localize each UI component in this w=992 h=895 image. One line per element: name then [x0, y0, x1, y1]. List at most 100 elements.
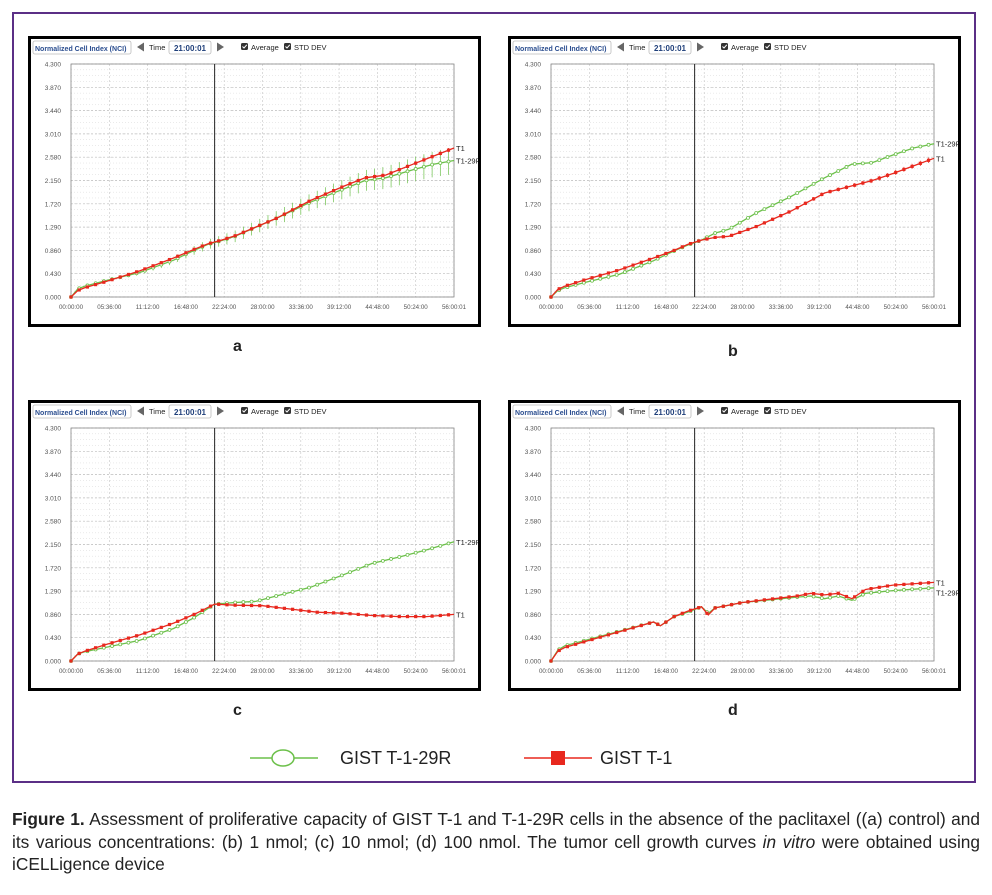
- y-tick-label: 0.860: [45, 612, 62, 619]
- data-point-square: [664, 620, 668, 624]
- y-tick-label: 1.290: [525, 225, 542, 232]
- data-point-square: [102, 280, 106, 284]
- x-tick-label: 39:12:00: [327, 668, 352, 675]
- data-point-square: [397, 614, 401, 619]
- series-end-label-t1: T1: [456, 610, 465, 619]
- y-tick-label: 0.860: [525, 612, 542, 619]
- data-point-square: [340, 611, 344, 615]
- data-point-square: [828, 189, 832, 194]
- data-point-square: [274, 216, 278, 221]
- data-point-circle: [893, 152, 898, 156]
- data-point-circle: [356, 566, 361, 571]
- data-point-circle: [159, 630, 164, 635]
- prev-arrow-icon: [617, 42, 624, 52]
- average-label: Average: [251, 407, 279, 416]
- data-point-square: [225, 236, 229, 240]
- data-point-square: [249, 603, 254, 608]
- data-point-square: [828, 592, 832, 596]
- x-tick-label: 05:36:00: [97, 304, 122, 311]
- data-point-square: [885, 584, 890, 588]
- time-value: 21:00:01: [174, 408, 207, 417]
- series-t1: [549, 157, 935, 299]
- next-arrow-icon: [697, 42, 704, 52]
- stddev-checkbox-icon: [284, 407, 291, 414]
- chart-header: Normalized Cell Index (NCI) Time 21:00:01 A…: [512, 40, 807, 55]
- y-tick-label: 3.010: [45, 131, 62, 138]
- data-point-circle: [729, 225, 734, 230]
- data-point-square: [69, 659, 73, 663]
- x-tick-label: 44:48:00: [365, 668, 390, 675]
- x-tick-label: 56:00:01: [922, 668, 947, 675]
- y-axis-label: Normalized Cell Index (NCI): [515, 410, 606, 417]
- y-tick-label: 3.440: [525, 108, 542, 115]
- average-label: Average: [731, 43, 759, 52]
- data-point-square: [217, 602, 221, 606]
- data-point-circle: [828, 173, 832, 177]
- data-point-circle: [819, 177, 824, 182]
- time-value: 21:00:01: [174, 44, 207, 53]
- data-point-square: [192, 247, 196, 251]
- data-point-square: [795, 206, 799, 210]
- data-point-circle: [885, 589, 890, 594]
- data-point-circle: [811, 181, 816, 186]
- data-point-square: [844, 185, 849, 189]
- data-point-circle: [126, 640, 131, 645]
- data-point-square: [348, 182, 352, 186]
- data-point-circle: [331, 576, 336, 581]
- plot-area-border: [550, 63, 935, 298]
- data-point-square: [290, 607, 295, 611]
- data-point-square: [918, 581, 922, 585]
- y-tick-label: 4.300: [45, 426, 62, 433]
- y-tick-label: 1.720: [45, 201, 62, 208]
- data-point-circle: [860, 161, 865, 166]
- data-point-square: [446, 148, 451, 152]
- data-point-square: [373, 613, 377, 618]
- data-point-square: [631, 263, 635, 267]
- data-point-square: [574, 281, 578, 285]
- time-label: Time: [629, 43, 645, 52]
- data-point-square: [565, 645, 570, 649]
- y-tick-label: 3.870: [45, 85, 62, 92]
- data-point-square: [615, 269, 619, 273]
- average-checkbox-icon: [241, 43, 248, 50]
- data-point-square: [680, 611, 684, 615]
- data-point-square: [631, 626, 635, 630]
- data-point-circle: [828, 595, 832, 600]
- y-tick-label: 2.580: [45, 155, 62, 162]
- data-point-circle: [639, 263, 644, 268]
- data-point-square: [282, 606, 286, 610]
- data-point-square: [697, 606, 701, 610]
- y-tick-label: 3.010: [45, 495, 62, 502]
- data-point-square: [820, 592, 824, 597]
- data-point-square: [94, 646, 98, 650]
- data-point-square: [803, 592, 808, 596]
- x-tick-label: 05:36:00: [97, 668, 122, 675]
- data-point-square: [266, 604, 270, 608]
- y-tick-label: 0.000: [525, 295, 542, 302]
- x-tick-label: 16:48:00: [654, 304, 679, 311]
- caption-italic: in vitro: [762, 831, 816, 852]
- y-tick-label: 2.150: [45, 542, 62, 549]
- panel-label-a: a: [233, 338, 242, 355]
- data-point-circle: [754, 211, 759, 215]
- data-point-square: [738, 230, 742, 235]
- data-point-circle: [356, 181, 361, 186]
- x-tick-label: 44:48:00: [845, 304, 870, 311]
- data-point-square: [414, 161, 418, 165]
- data-point-square: [135, 270, 139, 274]
- data-point-circle: [902, 587, 906, 592]
- data-point-circle: [241, 600, 246, 604]
- data-point-square: [422, 158, 426, 162]
- x-tick-label: 22:24:00: [212, 304, 237, 311]
- stddev-checkbox-icon: [284, 43, 291, 50]
- data-point-square: [340, 185, 344, 189]
- average-label: Average: [251, 43, 279, 52]
- x-tick-label: 00:00:00: [59, 668, 84, 675]
- data-point-square: [405, 164, 410, 169]
- average-checkbox-icon: [241, 407, 248, 414]
- check-icon: [722, 44, 728, 49]
- data-point-square: [94, 283, 98, 287]
- data-point-square: [770, 597, 775, 601]
- data-point-square: [647, 257, 652, 262]
- data-point-square: [664, 251, 668, 256]
